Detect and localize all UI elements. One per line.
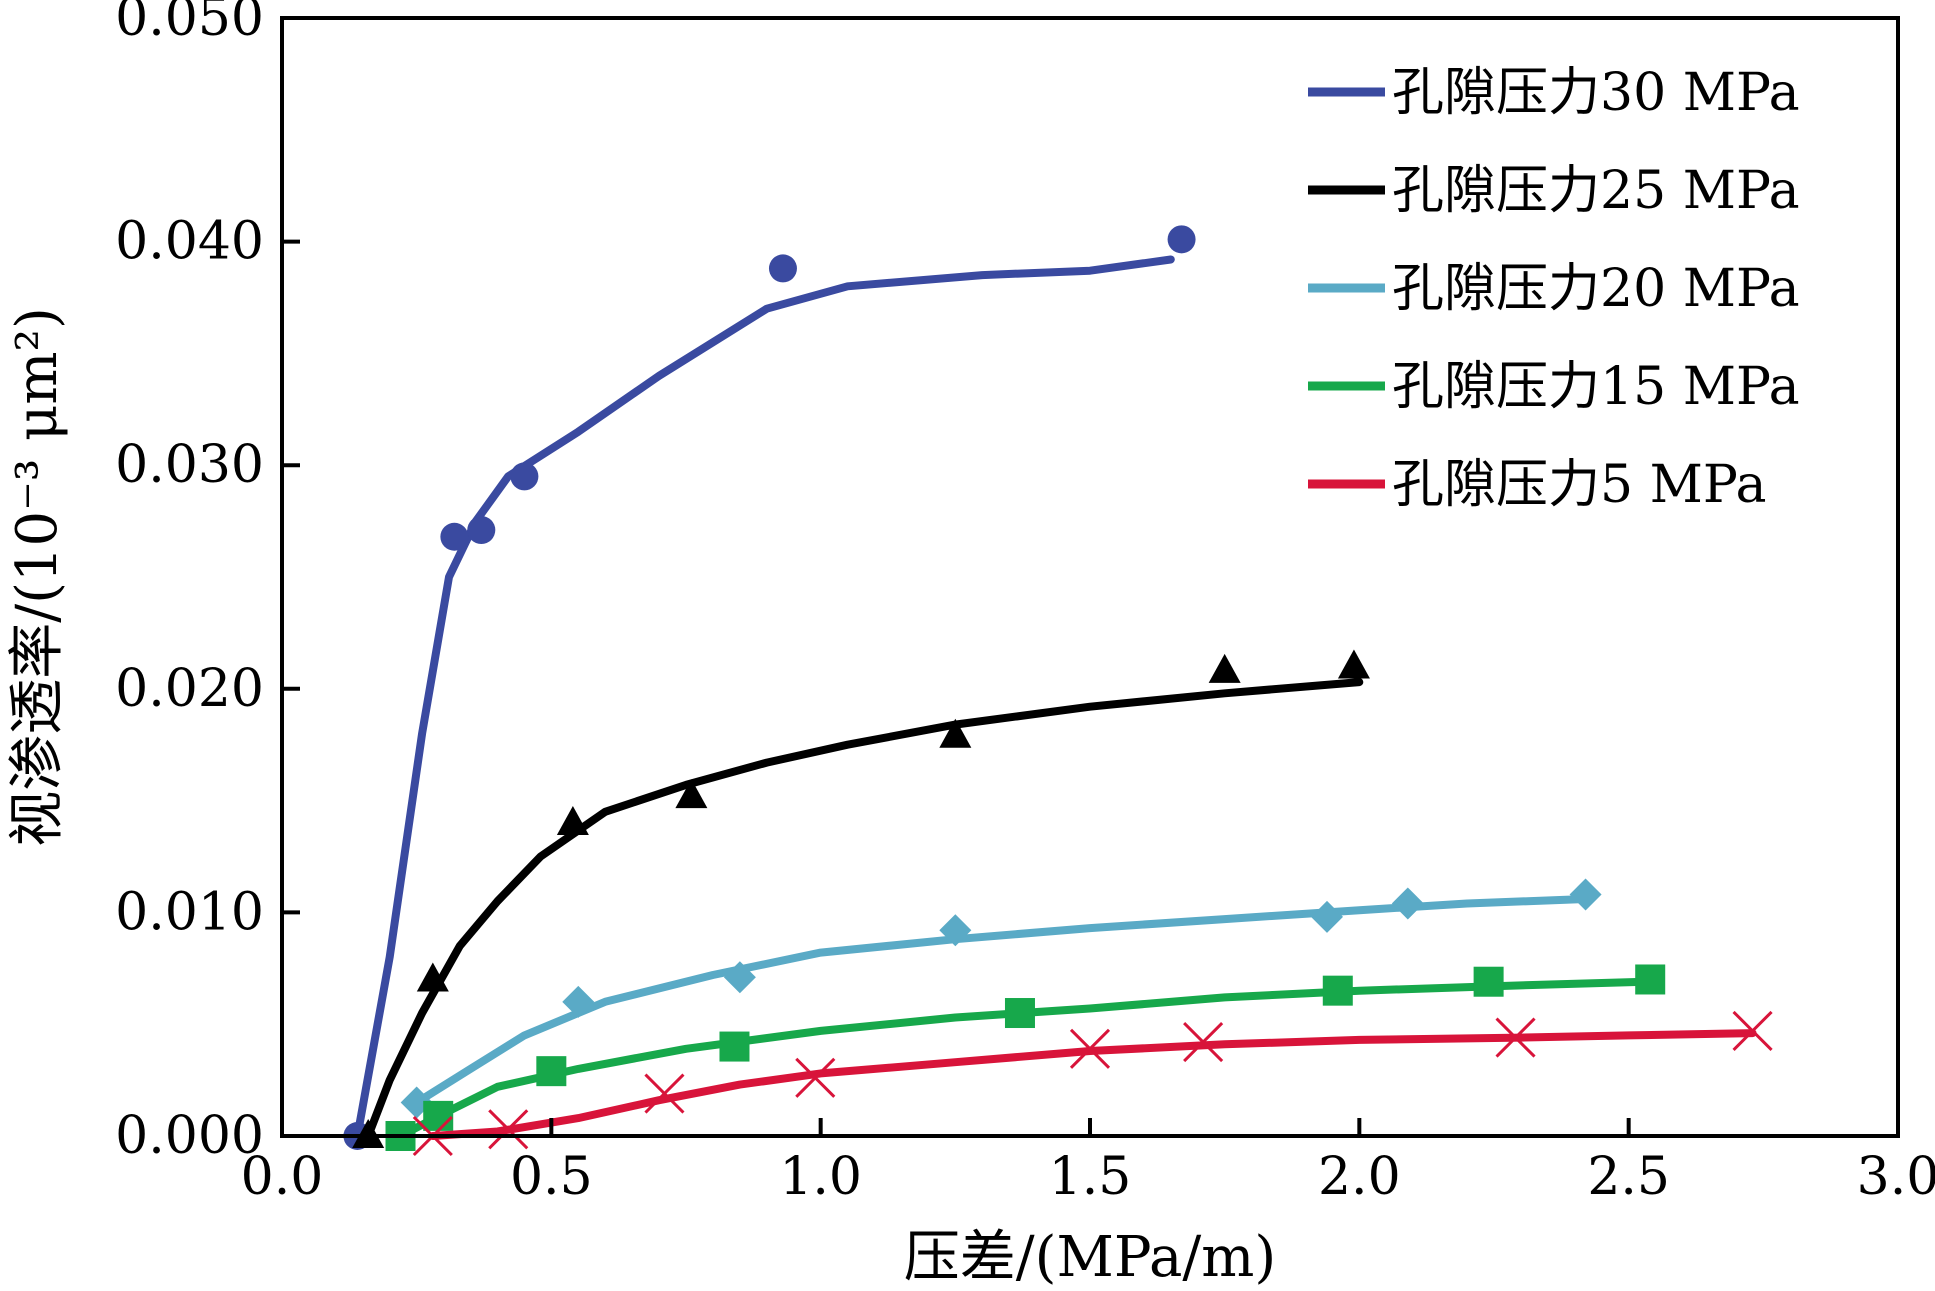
data-point-stroke (1069, 1028, 1111, 1069)
data-point (1208, 653, 1241, 683)
data-point (352, 1119, 385, 1148)
data-point (644, 1073, 685, 1114)
x-tick-label: 2.0 (1318, 1147, 1401, 1207)
data-point (1322, 975, 1353, 1006)
legend-label: 孔隙压力25 MPa (1392, 161, 1800, 221)
data-point (939, 914, 972, 947)
data-point (416, 962, 449, 992)
data-point (675, 779, 708, 809)
series-2 (400, 878, 1602, 1119)
data-point (1635, 964, 1666, 995)
data-point (1167, 225, 1196, 254)
data-point (723, 961, 756, 994)
data-point (1004, 998, 1035, 1029)
y-tick-label: 0.050 (115, 0, 264, 48)
data-point (467, 516, 496, 545)
data-point-stroke (1732, 1010, 1773, 1051)
data-point (510, 462, 539, 491)
data-point (536, 1056, 567, 1087)
x-tick-label: 1.5 (1049, 1147, 1132, 1207)
series-line (396, 977, 1649, 1140)
x-tick-label: 2.5 (1587, 1147, 1670, 1207)
x-tick-label: 0.5 (510, 1147, 593, 1207)
x-tick-label: 0.0 (241, 1147, 324, 1207)
y-tick-label: 0.030 (115, 435, 264, 495)
legend-label: 孔隙压力30 MPa (1392, 63, 1800, 123)
series-0 (343, 225, 1196, 1150)
y-tick-label: 0.040 (115, 212, 264, 272)
series-1 (352, 649, 1370, 1148)
data-point (1495, 1017, 1536, 1058)
series-line (353, 255, 1175, 1140)
data-point (795, 1057, 836, 1098)
series-line (364, 678, 1364, 1140)
data-point (1337, 649, 1370, 679)
series-line (412, 895, 1590, 1107)
data-point-stroke (1495, 1017, 1536, 1058)
y-tick-label: 0.000 (115, 1106, 264, 1166)
data-point (1391, 887, 1424, 920)
y-axis-title: 视渗透率/(10⁻³ μm²) (5, 307, 70, 847)
data-point (1069, 1028, 1111, 1069)
legend-label: 孔隙压力20 MPa (1392, 259, 1800, 319)
data-point (562, 985, 595, 1018)
legend-label: 孔隙压力5 MPa (1392, 455, 1767, 515)
data-point (556, 805, 589, 835)
data-point (719, 1031, 750, 1062)
data-point-stroke (1183, 1022, 1224, 1063)
x-tick-label: 3.0 (1857, 1147, 1935, 1207)
data-point (939, 718, 972, 748)
data-point (1569, 878, 1602, 911)
data-point (488, 1109, 529, 1150)
data-point (423, 1100, 454, 1131)
series-line (428, 1029, 1757, 1140)
legend: 孔隙压力30 MPa 孔隙压力25 MPa 孔隙压力20 MPa 孔隙压力15 MPa… (1308, 63, 1800, 515)
data-point (768, 254, 797, 283)
data-point-stroke (488, 1109, 529, 1150)
series-layer (343, 225, 1773, 1157)
y-tick-label: 0.010 (115, 882, 264, 942)
data-point-stroke (795, 1057, 836, 1098)
legend-label: 孔隙压力15 MPa (1392, 357, 1800, 417)
data-point-stroke (644, 1073, 685, 1114)
x-tick-label: 1.0 (779, 1147, 862, 1207)
data-point (440, 522, 469, 551)
ticks-layer: 0.0 0.5 1.0 1.5 2.0 2.5 3.0 0.000 0.010 0.020 0.03… (115, 0, 1935, 1207)
data-point (1473, 966, 1504, 997)
x-axis-title: 压差/(MPa/m) (904, 1225, 1276, 1290)
data-point (1311, 900, 1344, 933)
series-4 (412, 1010, 1773, 1157)
data-point (1732, 1010, 1773, 1051)
series-3 (385, 964, 1666, 1151)
data-point (1183, 1022, 1224, 1063)
y-tick-label: 0.020 (115, 659, 264, 719)
